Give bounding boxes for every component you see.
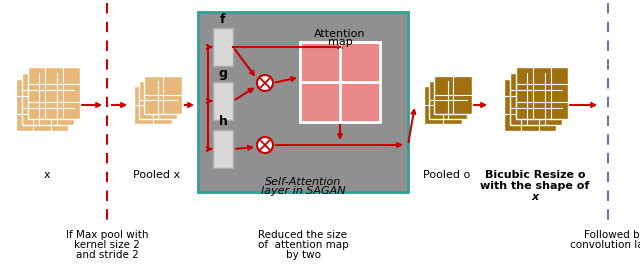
Text: with the shape of: with the shape of <box>480 181 589 191</box>
Text: Pooled o: Pooled o <box>424 170 470 180</box>
Bar <box>144 76 182 114</box>
Bar <box>504 79 556 131</box>
Text: convolution layer: convolution layer <box>570 240 640 250</box>
Text: Self-Attention: Self-Attention <box>265 177 341 187</box>
Text: Attention: Attention <box>314 29 365 39</box>
Bar <box>198 12 408 192</box>
Text: Reduced the size: Reduced the size <box>259 230 348 240</box>
Bar <box>28 67 80 119</box>
Text: x: x <box>531 192 539 202</box>
Bar <box>510 73 562 125</box>
Text: If Max pool with: If Max pool with <box>66 230 148 240</box>
Text: of  attention map: of attention map <box>258 240 348 250</box>
Circle shape <box>257 137 273 153</box>
Text: and stride 2: and stride 2 <box>76 250 138 260</box>
Bar <box>213 28 233 66</box>
Bar <box>213 130 233 168</box>
Text: kernel size 2: kernel size 2 <box>74 240 140 250</box>
Text: Followed by: Followed by <box>584 230 640 240</box>
Text: f: f <box>220 13 226 26</box>
Text: Pooled x: Pooled x <box>133 170 180 180</box>
Text: x: x <box>44 170 51 180</box>
Bar <box>424 86 462 124</box>
Circle shape <box>257 75 273 91</box>
Bar <box>134 86 172 124</box>
Text: g: g <box>219 67 227 80</box>
Text: h: h <box>219 115 227 128</box>
Bar <box>300 42 380 122</box>
Text: Bicubic Resize o: Bicubic Resize o <box>484 170 585 180</box>
Bar <box>434 76 472 114</box>
Bar <box>516 67 568 119</box>
Text: layer in SAGAN: layer in SAGAN <box>260 186 346 196</box>
Bar <box>16 79 68 131</box>
Bar <box>213 82 233 120</box>
Bar <box>429 81 467 119</box>
Bar <box>22 73 74 125</box>
Text: by two: by two <box>285 250 321 260</box>
Bar <box>139 81 177 119</box>
Text: map: map <box>328 37 353 47</box>
